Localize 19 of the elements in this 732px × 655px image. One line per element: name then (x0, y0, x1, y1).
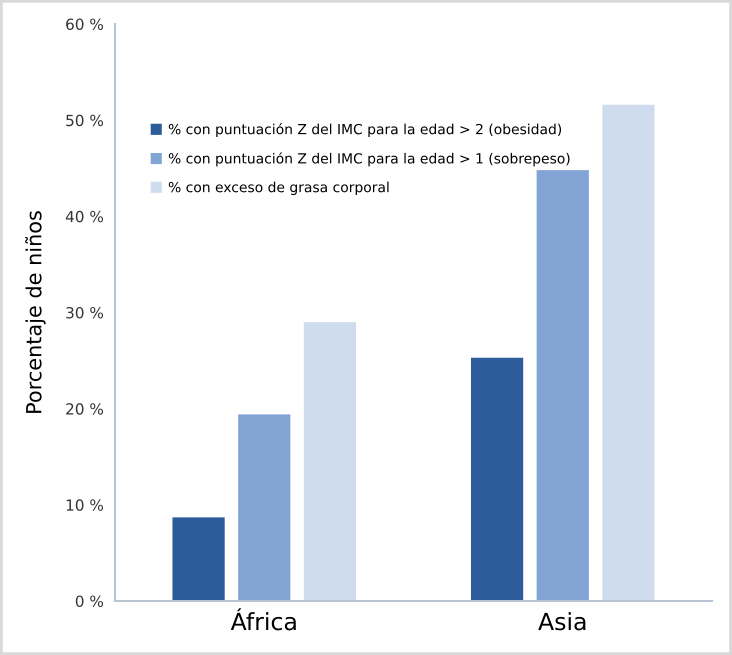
y-tick-label: 40 % (66, 210, 104, 222)
x-tick-label: Asia (538, 612, 586, 630)
legend-label: % con puntuación Z del IMC para la edad > 2 (obesidad) (168, 123, 562, 138)
y-tick-label: 60 % (66, 18, 104, 30)
bar (304, 322, 356, 601)
legend-label: % con puntuación Z del IMC para la edad > 1 (sobrepeso) (168, 152, 570, 166)
y-tick-label: 10 % (66, 499, 104, 511)
x-tick-label: África (230, 608, 296, 630)
y-tick-label: 30 % (66, 306, 104, 319)
bar (536, 170, 589, 601)
y-tick-label: 50 % (66, 114, 104, 126)
y-tick-label: 20 % (66, 403, 104, 415)
legend-label: % con exceso de grasa corporal (168, 182, 389, 196)
bar (238, 414, 290, 601)
bar (602, 104, 655, 601)
y-tick-label: 0 % (76, 595, 104, 608)
bar (172, 517, 225, 601)
y-axis-title: Porcentaje de niños (25, 211, 46, 413)
bar (470, 358, 524, 601)
